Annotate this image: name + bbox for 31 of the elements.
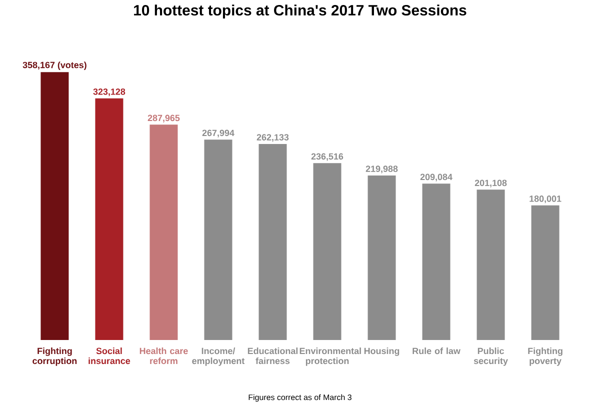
x-tick-label: Public security (474, 348, 508, 366)
data-label: 358,167 (votes) (22, 62, 86, 70)
x-tick-label: Environmental protection (300, 348, 361, 366)
data-label: 219,988 (366, 166, 398, 174)
bar (150, 124, 178, 340)
x-tick-label: Income/ employment (192, 348, 245, 366)
bar (204, 140, 232, 340)
data-label: 267,994 (202, 130, 234, 138)
x-tick-label: Housing (364, 348, 400, 356)
bar (422, 184, 450, 340)
x-tick-label: Rule of law (412, 348, 460, 354)
bar (476, 190, 505, 340)
x-tick-label: Social insurance (88, 348, 130, 364)
data-label: 209,084 (420, 174, 452, 182)
data-label: 180,001 (530, 196, 562, 204)
bar (368, 175, 396, 340)
x-tick-label: Health care reform (140, 348, 188, 364)
bar (40, 72, 69, 340)
x-tick-label: Fighting poverty (528, 348, 562, 366)
data-label: 323,128 (93, 88, 126, 96)
data-label: 262,133 (256, 134, 289, 142)
data-label: 236,516 (311, 153, 344, 161)
chart-title: 10 hottest topics at China's 2017 Two Sessions (134, 4, 466, 18)
data-label: 201,108 (474, 180, 507, 188)
bar (95, 98, 124, 340)
x-tick-label: Educational fairness (248, 348, 298, 364)
bar (313, 163, 342, 340)
x-tick-label: Fighting corruption (32, 348, 77, 366)
bar (258, 144, 287, 340)
bar (531, 205, 560, 340)
data-label: 287,965 (148, 114, 180, 122)
